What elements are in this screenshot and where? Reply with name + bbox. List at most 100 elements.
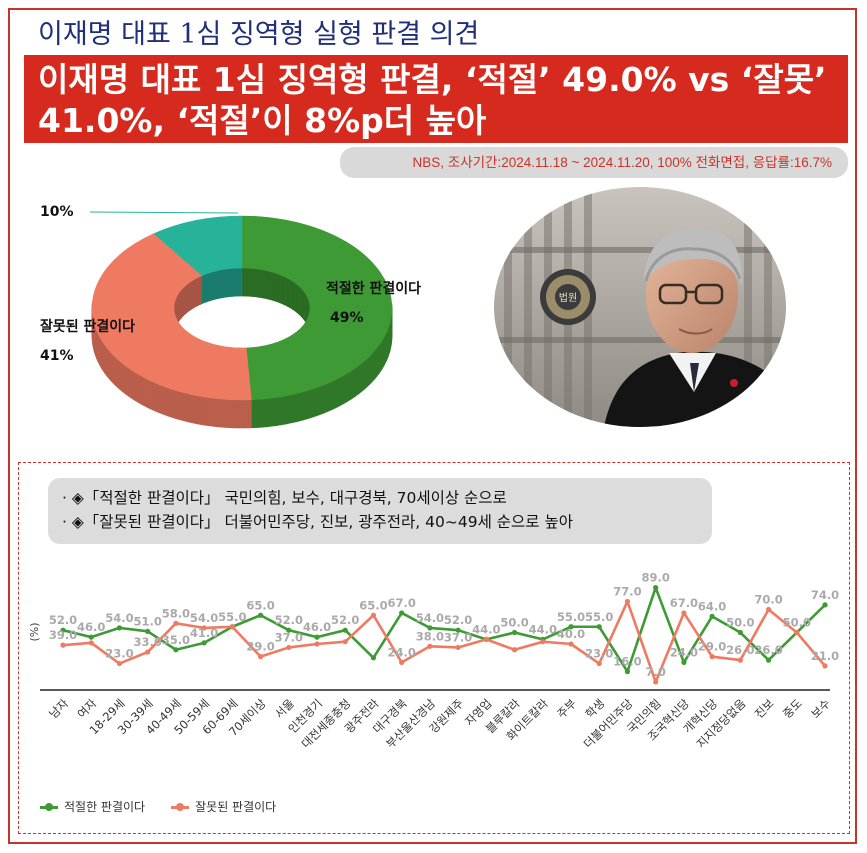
series-0-point-4 xyxy=(173,647,179,653)
series-1-point-22 xyxy=(681,610,687,616)
series-0-label-2: 54.0 xyxy=(105,611,133,625)
series-0-label-25: 26.0 xyxy=(754,643,782,657)
series-1-point-7 xyxy=(257,654,264,660)
court-sign-text: 법원 xyxy=(559,292,577,304)
series-1-point-27 xyxy=(822,663,828,669)
series-0-point-21 xyxy=(653,585,659,591)
series-0-label-5: 41.0 xyxy=(190,626,218,640)
series-1-point-21 xyxy=(653,679,659,685)
donut-slice-1 xyxy=(91,233,252,401)
series-1-point-23 xyxy=(709,654,715,660)
series-1-point-18 xyxy=(568,641,574,647)
series-1-point-4 xyxy=(173,620,179,626)
series-1-label-14: 37.0 xyxy=(444,630,472,644)
line-chart-svg: (%)52.0 46.054.0 51.035.0 41.055.065.052.0 4… xyxy=(28,571,839,751)
series-1-point-15 xyxy=(483,636,489,642)
series-0-label-24: 50.0 xyxy=(726,616,754,630)
series-0-label-0: 52.0 xyxy=(49,613,77,627)
series-1-point-9 xyxy=(314,641,320,647)
donut-chart: 10% 적절한 판결이다 49% 잘못된 판결이다 41% xyxy=(30,200,460,445)
legend-swatch-salmon xyxy=(171,802,190,812)
x-tick-label-27: 보수 xyxy=(808,696,833,721)
series-1-label-3: 33.0 xyxy=(133,635,161,649)
photo-lee-jae-myung: 법원 xyxy=(494,187,786,427)
series-0-label-3: 51.0 xyxy=(133,614,161,628)
series-1-point-20 xyxy=(624,598,631,605)
series-0-label-4: 35.0 xyxy=(162,633,190,647)
slice-label-green-name: 적절한 판결이다 xyxy=(326,281,422,297)
photo-svg: 법원 xyxy=(494,187,786,427)
series-0-point-14 xyxy=(455,627,461,633)
series-1-point-26 xyxy=(794,629,800,636)
series-0-point-20 xyxy=(624,669,631,675)
series-1-label-24: 26.0 xyxy=(726,643,754,657)
donut-sides xyxy=(91,303,393,429)
series-0-point-7 xyxy=(257,612,264,618)
series-1-point-6 xyxy=(229,624,235,630)
series-0-label-6: 55.0 xyxy=(218,610,246,624)
series-1-point-1 xyxy=(88,640,94,646)
series-1-label-27: 21.0 xyxy=(811,649,839,663)
slice-label-green-value: 49% xyxy=(330,310,364,326)
series-0-label-16: 50.0 xyxy=(500,616,528,630)
line-chart: (%) 52.0 46.0 54.0 51.0 35.0 41.0 55.0 65.0 52.0 4… xyxy=(20,560,850,790)
series-0-label-22: 24.0 xyxy=(670,645,698,659)
series-0-label-17: 44.0 xyxy=(529,622,557,636)
headline-line-1: 이재명 대표 1심 징역형 판결, ‘적절’ 49.0% vs ‘잘못’ xyxy=(38,60,827,99)
series-1-label-19: 23.0 xyxy=(585,647,613,661)
series-1-label-5: 54.0 xyxy=(190,611,218,625)
series-1-label-2: 23.0 xyxy=(105,647,133,661)
summary-note-wrong: · ◈「잘못된 판결이다」 더불어민주당, 진보, 광주전라, 40~49세 순… xyxy=(62,513,573,531)
breakdown-section xyxy=(18,462,850,834)
series-1-label-12: 24.0 xyxy=(387,645,415,659)
series-1-point-5 xyxy=(201,625,207,631)
series-1-point-17 xyxy=(540,639,546,645)
series-0-point-27 xyxy=(822,602,828,608)
series-1-point-3 xyxy=(145,649,151,655)
series-1-label-20: 77.0 xyxy=(613,584,641,598)
series-1-point-13 xyxy=(427,643,433,649)
series-0-label-14: 52.0 xyxy=(444,613,472,627)
series-1-label-13: 38.0 xyxy=(416,629,444,643)
series-0-label-8: 52.0 xyxy=(275,613,303,627)
y-axis-label: (%) xyxy=(28,622,41,641)
series-0-point-10 xyxy=(342,627,348,633)
headline-banner: 이재명 대표 1심 징역형 판결, ‘적절’ 49.0% vs ‘잘못’ 41.… xyxy=(24,55,848,143)
series-0-point-25 xyxy=(765,657,772,663)
series-0-label-20: 16.0 xyxy=(613,655,641,669)
donut-chart-svg xyxy=(89,211,393,429)
slice-label-salmon-name: 잘못된 판결이다 xyxy=(40,319,136,335)
series-1-point-11 xyxy=(370,612,377,618)
series-0-point-2 xyxy=(116,625,123,631)
series-0-label-26: 50.0 xyxy=(783,616,811,630)
donut-slice-0 xyxy=(241,215,393,401)
series-1-point-12 xyxy=(399,659,405,665)
donut-leader-line xyxy=(89,211,239,214)
series-1-point-25 xyxy=(765,606,772,613)
series-0-label-21: 89.0 xyxy=(641,571,669,585)
legend-label-appropriate: 적절한 판결이다 xyxy=(64,800,146,814)
series-1-point-10 xyxy=(342,639,348,645)
series-0-label-23: 64.0 xyxy=(698,599,726,613)
series-1-label-18: 40.0 xyxy=(557,627,585,641)
series-1-point-24 xyxy=(737,657,743,663)
series-0-point-1 xyxy=(88,634,94,640)
series-1-label-21: 7.0 xyxy=(645,665,665,679)
series-1-label-4: 58.0 xyxy=(162,606,190,620)
series-1-point-19 xyxy=(596,660,602,667)
slice-label-salmon-value: 41% xyxy=(40,348,74,364)
series-0-label-18: 55.0 xyxy=(557,610,585,624)
series-0-label-19: 55.0 xyxy=(585,610,613,624)
x-tick-label-18: 주부 xyxy=(554,696,579,721)
legend-label-wrong: 잘못된 판결이다 xyxy=(195,800,277,814)
series-0-point-22 xyxy=(681,659,687,665)
series-0-label-9: 46.0 xyxy=(303,620,331,634)
series-0-label-7: 65.0 xyxy=(246,598,274,612)
series-0-point-0 xyxy=(60,627,66,633)
series-1-label-23: 29.0 xyxy=(698,640,726,654)
series-0-point-19 xyxy=(596,624,602,630)
series-0-label-27: 74.0 xyxy=(811,588,839,602)
series-1-label-25: 70.0 xyxy=(754,593,782,607)
page-title: 이재명 대표 1심 징역형 실형 판결 의견 xyxy=(38,19,480,50)
summary-note-appropriate: · ◈「적절한 판결이다」 국민의힘, 보수, 대구경북, 70세이상 순으로 xyxy=(62,489,507,507)
